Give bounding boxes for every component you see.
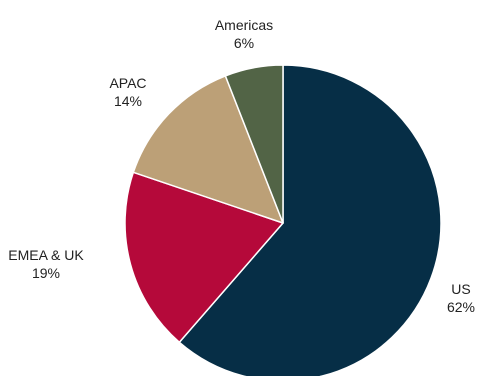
data-label-emea-uk: EMEA & UK 19% <box>8 247 84 281</box>
data-label-percent: 6% <box>234 35 254 51</box>
data-label-percent: 62% <box>447 299 475 315</box>
data-label-percent: 14% <box>114 93 142 109</box>
data-label-name: EMEA & UK <box>8 247 84 263</box>
data-label-name: US <box>451 281 470 297</box>
data-label-americas: Americas 6% <box>215 17 273 51</box>
pie-slice-emea-uk <box>124 171 284 344</box>
data-label-us: US 62% <box>447 281 475 315</box>
data-label-apac: APAC 14% <box>109 75 146 109</box>
pie-slice-apac <box>132 75 284 224</box>
data-label-percent: 19% <box>32 265 60 281</box>
pie-slice-americas <box>224 64 284 224</box>
data-label-name: APAC <box>109 75 146 91</box>
data-label-name: Americas <box>215 17 273 33</box>
pie-slice-us <box>178 64 442 376</box>
